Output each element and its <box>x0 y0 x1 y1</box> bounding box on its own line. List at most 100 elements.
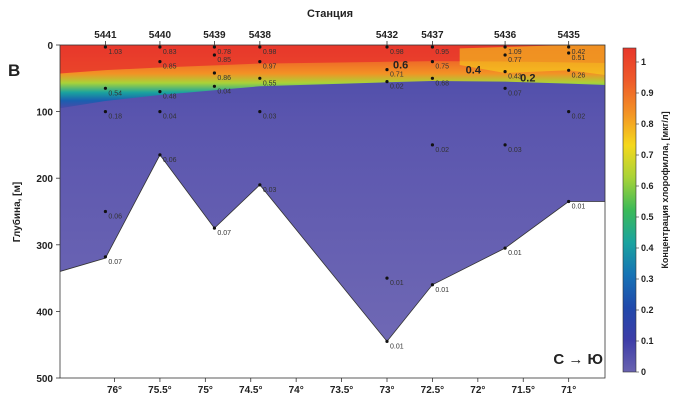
sample-point <box>430 45 435 49</box>
sample-point <box>430 143 435 147</box>
sample-value-label: 0.97 <box>263 64 277 71</box>
sample-value-label: 0.85 <box>163 64 177 71</box>
sample-point <box>212 71 217 75</box>
sample-point <box>385 68 389 72</box>
y-tick-label: 200 <box>36 174 53 185</box>
station-label: 5438 <box>249 30 272 41</box>
sample-value-label: 0.54 <box>108 90 122 97</box>
sample-point <box>385 45 389 49</box>
sample-point <box>258 183 262 187</box>
sample-value-label: 0.01 <box>572 204 586 211</box>
sample-point <box>103 209 108 214</box>
chart-title: Станция <box>307 8 353 20</box>
x-tick-label: 72.5° <box>421 385 444 396</box>
sample-value-label: 0.07 <box>217 230 231 237</box>
sample-point <box>103 86 108 90</box>
contour-label: 0.4 <box>466 65 482 77</box>
colorbar-gradient <box>622 47 637 373</box>
station-label: 5436 <box>494 30 517 41</box>
sample-value-label: 0.78 <box>217 49 231 56</box>
colorbar-tick-label: 0.7 <box>641 150 654 160</box>
sample-value-label: 0.06 <box>108 214 122 221</box>
x-tick-label: 71° <box>561 385 576 396</box>
sample-value-label: 0.77 <box>508 57 522 64</box>
y-tick-label: 300 <box>36 241 53 252</box>
sample-point <box>567 68 571 72</box>
sample-point <box>103 110 108 114</box>
sample-value-label: 0.01 <box>390 280 404 287</box>
colorbar-tick-label: 0 <box>641 367 646 377</box>
sample-value-label: 0.48 <box>163 94 177 101</box>
x-tick-label: 71.5° <box>512 385 535 396</box>
station-label: 5439 <box>203 30 226 41</box>
colorbar-tick-label: 0.2 <box>641 305 654 315</box>
y-axis-label: Глубина, [м] <box>11 182 23 243</box>
station-label: 5435 <box>558 30 581 41</box>
sample-value-label: 1.09 <box>508 49 522 56</box>
sample-point <box>158 45 162 49</box>
colorbar-tick-label: 0.3 <box>641 274 654 284</box>
y-tick-label: 0 <box>47 41 53 52</box>
station-label: 5441 <box>94 30 117 41</box>
sample-value-label: 0.07 <box>508 90 522 97</box>
sample-value-label: 0.98 <box>263 49 277 56</box>
sample-value-label: 0.02 <box>572 114 586 121</box>
y-tick-label: 500 <box>36 374 53 385</box>
plot-frame <box>59 44 606 379</box>
x-tick-label: 75.5° <box>148 385 171 396</box>
sample-value-label: 0.71 <box>390 72 404 79</box>
sample-value-label: 0.43 <box>508 74 522 81</box>
colorbar-tick-label: 0.5 <box>641 212 654 222</box>
sample-point <box>567 199 571 204</box>
direction-label: С → Ю <box>553 351 603 368</box>
sample-value-label: 0.18 <box>108 114 122 121</box>
sample-value-label: 0.03 <box>508 147 522 154</box>
x-tick-label: 75° <box>198 385 213 396</box>
sample-point <box>430 60 435 64</box>
sample-point <box>567 110 571 114</box>
sample-point <box>430 76 435 80</box>
colorbar-tick-label: 0.9 <box>641 88 654 98</box>
sample-value-label: 0.03 <box>263 187 277 194</box>
colorbar-tick-label: 0.1 <box>641 336 654 346</box>
sample-point <box>258 76 262 80</box>
sample-point <box>212 84 217 88</box>
sample-point <box>158 110 162 114</box>
sample-point <box>503 86 507 90</box>
sample-point <box>212 226 217 230</box>
plot-area: 76° 75.5° 75° 74.5° 74° 73.5° 73° 72.5° 72° 71.5°… <box>36 30 606 396</box>
sample-point <box>385 339 389 343</box>
bottom-outline <box>59 154 605 343</box>
x-tick-label: 74° <box>289 385 304 396</box>
sample-point <box>567 51 571 55</box>
x-tick-label: 74.5° <box>239 385 262 396</box>
y-tick-label: 100 <box>36 108 53 119</box>
x-tick-label: 76° <box>107 385 122 396</box>
sample-value-label: 0.02 <box>390 84 404 91</box>
colorbar-tick-label: 0.4 <box>641 243 654 253</box>
sample-point <box>103 255 108 259</box>
sample-point <box>258 110 262 114</box>
section-fill <box>60 45 605 342</box>
contour-label: 0.2 <box>520 73 535 85</box>
sample-point <box>430 283 435 287</box>
sample-value-label: 0.68 <box>435 80 449 87</box>
sample-point <box>103 45 108 49</box>
sample-value-label: 0.04 <box>163 114 177 121</box>
sample-value-label: 0.42 <box>572 49 586 56</box>
sample-point <box>158 60 162 64</box>
colorbar: 0 0.1 0.2 0.3 0.4 0.5 0.6 0.7 0.8 0.9 1 <box>622 47 654 377</box>
sample-point <box>258 60 262 64</box>
station-label: 5440 <box>149 30 172 41</box>
sample-point <box>158 90 162 94</box>
x-tick-label: 72° <box>470 385 485 396</box>
sample-value-label: 0.04 <box>217 88 231 95</box>
sample-point <box>567 45 571 49</box>
sample-value-label: 0.03 <box>263 114 277 121</box>
sample-value-label: 1.03 <box>108 49 122 56</box>
sample-value-label: 0.01 <box>390 343 404 350</box>
sample-point <box>503 53 507 57</box>
sample-value-label: 0.06 <box>163 157 177 164</box>
panel-label: B <box>8 61 20 80</box>
